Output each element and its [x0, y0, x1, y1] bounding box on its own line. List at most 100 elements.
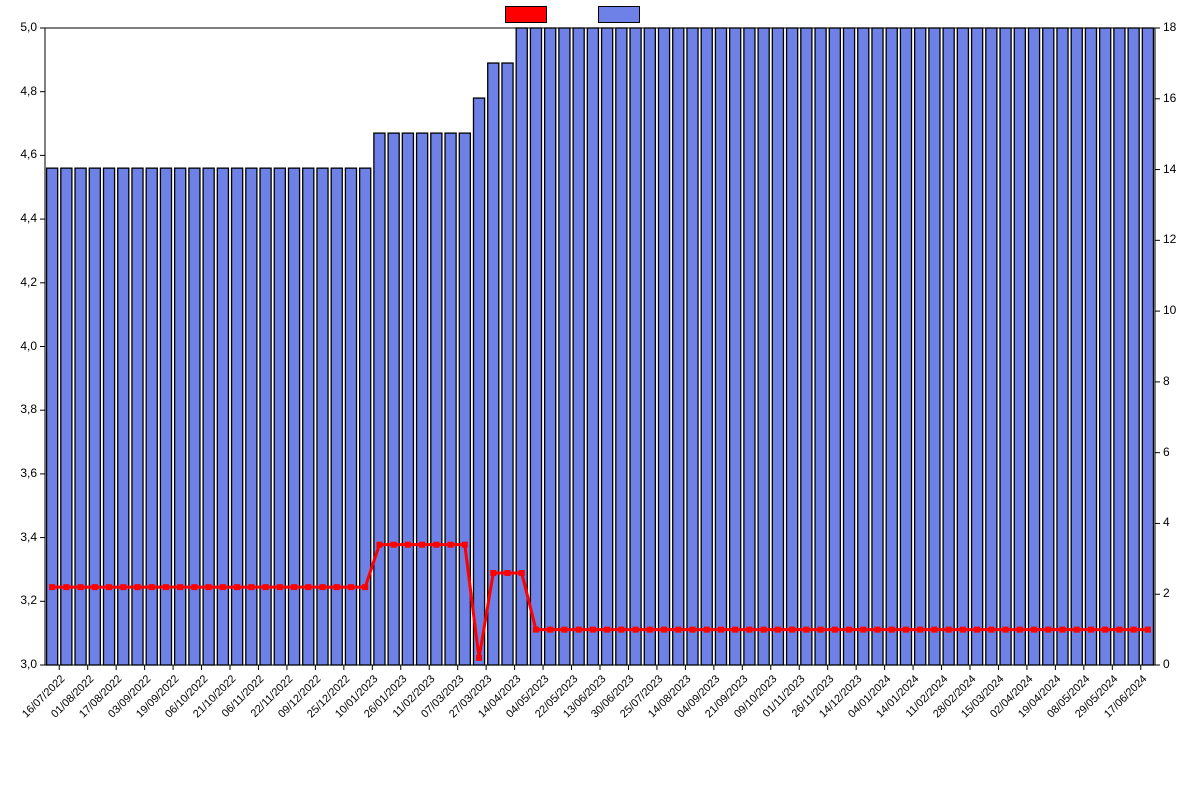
line-marker	[1045, 627, 1051, 633]
bar	[772, 28, 783, 665]
bar	[715, 28, 726, 665]
line-marker	[163, 584, 169, 590]
line-marker	[92, 584, 98, 590]
bar	[189, 168, 200, 665]
line-marker	[120, 584, 126, 590]
legend-swatch	[598, 6, 640, 23]
bar	[787, 28, 798, 665]
line-marker	[149, 584, 155, 590]
bar	[288, 168, 299, 665]
line-marker	[63, 584, 69, 590]
y-right-tick-label: 18	[1163, 20, 1176, 34]
line-marker	[490, 570, 496, 576]
line-marker	[391, 542, 397, 548]
line-marker	[690, 627, 696, 633]
line-marker	[576, 627, 582, 633]
bar	[687, 28, 698, 665]
line-marker	[789, 627, 795, 633]
bar	[89, 168, 100, 665]
line-marker	[78, 584, 84, 590]
line-marker	[1003, 627, 1009, 633]
line-marker	[846, 627, 852, 633]
bar	[75, 168, 86, 665]
y-right-tick-label: 6	[1163, 445, 1170, 459]
y-right-tick-label: 14	[1163, 162, 1176, 176]
bar	[431, 133, 442, 665]
bar	[345, 168, 356, 665]
line-marker	[1074, 627, 1080, 633]
line-marker	[889, 627, 895, 633]
line-marker	[917, 627, 923, 633]
bar	[118, 168, 129, 665]
bar	[317, 168, 328, 665]
line-marker	[590, 627, 596, 633]
line-marker	[533, 627, 539, 633]
line-marker	[604, 627, 610, 633]
bar	[473, 98, 484, 665]
line-marker	[448, 542, 454, 548]
y-right-tick-label: 8	[1163, 374, 1170, 388]
line-marker	[931, 627, 937, 633]
bar	[132, 168, 143, 665]
line-marker	[775, 627, 781, 633]
line-marker	[903, 627, 909, 633]
bar	[730, 28, 741, 665]
line-marker	[462, 542, 468, 548]
line-marker	[647, 627, 653, 633]
bar	[1014, 28, 1025, 665]
line-marker	[718, 627, 724, 633]
line-marker	[1131, 627, 1137, 633]
bar	[175, 168, 186, 665]
bar	[957, 28, 968, 665]
bar	[829, 28, 840, 665]
line-series	[52, 545, 1148, 658]
line-marker	[419, 542, 425, 548]
bar	[801, 28, 812, 665]
bar	[331, 168, 342, 665]
line-marker	[803, 627, 809, 633]
line-marker	[405, 542, 411, 548]
bar	[274, 168, 285, 665]
line-marker	[505, 570, 511, 576]
bar	[943, 28, 954, 665]
bar	[1142, 28, 1153, 665]
bar	[417, 133, 428, 665]
y-left-tick-label: 3,0	[20, 657, 37, 671]
bar	[929, 28, 940, 665]
bar	[146, 168, 157, 665]
line-marker	[633, 627, 639, 633]
bar	[658, 28, 669, 665]
bar	[1114, 28, 1125, 665]
line-marker	[675, 627, 681, 633]
line-marker	[206, 584, 212, 590]
bar	[673, 28, 684, 665]
y-right-tick-label: 12	[1163, 232, 1176, 246]
bar	[1085, 28, 1096, 665]
line-marker	[519, 570, 525, 576]
line-marker	[433, 542, 439, 548]
bar	[972, 28, 983, 665]
line-marker	[1017, 627, 1023, 633]
line-marker	[135, 584, 141, 590]
line-marker	[860, 627, 866, 633]
y-left-tick-label: 4,4	[20, 211, 37, 225]
line-marker	[746, 627, 752, 633]
y-left-tick-label: 4,8	[20, 84, 37, 98]
line-marker	[248, 584, 254, 590]
y-left-tick-label: 4,6	[20, 147, 37, 161]
bar	[374, 133, 385, 665]
y-right-tick-label: 0	[1163, 657, 1170, 671]
bar	[260, 168, 271, 665]
line-marker	[761, 627, 767, 633]
bar	[303, 168, 314, 665]
line-marker	[476, 655, 482, 661]
line-marker	[1060, 627, 1066, 633]
bar	[545, 28, 556, 665]
line-marker	[1116, 627, 1122, 633]
bar	[616, 28, 627, 665]
y-left-tick-label: 5,0	[20, 20, 37, 34]
line-marker	[1145, 627, 1151, 633]
bar	[644, 28, 655, 665]
line-marker	[818, 627, 824, 633]
y-right-tick-label: 16	[1163, 91, 1176, 105]
